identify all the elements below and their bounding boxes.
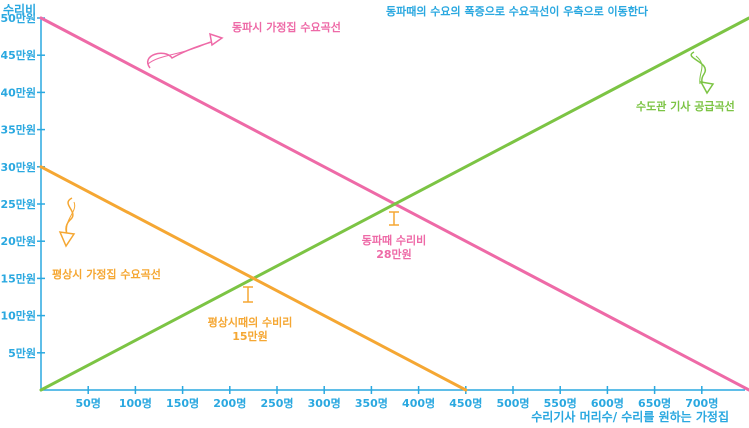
normal-demand-label: 평상시 가정집 수요곡선 <box>52 267 161 281</box>
x-tick-label: 650명 <box>638 396 671 410</box>
x-tick-label: 550명 <box>544 396 577 410</box>
x-tick-label: 700명 <box>685 396 718 410</box>
y-tick-label: 10만원 <box>0 309 36 323</box>
winter-price-line2: 28만원 <box>376 247 412 261</box>
normal-price-line1: 평상시때의 수비리 <box>208 315 293 329</box>
x-tick-label: 150명 <box>166 396 199 410</box>
normal-price-line2: 15만원 <box>232 329 268 343</box>
y-ticks: 5만원 10만원 15만원 20만원 25만원 30만원 35만원 40만원 45만원 50만원 <box>0 11 45 360</box>
y-tick-label: 35만원 <box>0 123 36 137</box>
x-tick-label: 50명 <box>75 396 100 410</box>
y-tick-label: 45만원 <box>0 48 36 62</box>
y-tick-label: 5만원 <box>8 346 36 360</box>
shift-note: 동파때의 수요의 폭증으로 수요곡선이 우측으로 이동한다 <box>386 4 649 18</box>
y-tick-label: 50만원 <box>0 11 36 25</box>
x-tick-label: 500명 <box>496 396 529 410</box>
y-tick-label: 40만원 <box>0 85 36 99</box>
winter-equilibrium-marker-icon <box>389 211 399 226</box>
x-tick-label: 450명 <box>449 396 482 410</box>
series-line-normal-demand <box>39 165 468 392</box>
series-line-supply <box>39 16 749 392</box>
winter-price-line1: 동파때 수리비 <box>362 233 427 247</box>
y-tick-label: 20만원 <box>0 234 36 248</box>
x-ticks: 50명 100명 150명 200명 250명 300명 350명 400명 450명 500명 5… <box>75 386 718 410</box>
y-tick-label: 30만원 <box>0 160 36 174</box>
winter-demand-label: 동파시 가정집 수요곡선 <box>232 20 341 34</box>
normal-demand-arrow-icon <box>58 197 76 248</box>
x-tick-label: 600명 <box>591 396 624 410</box>
x-tick-label: 300명 <box>308 396 341 410</box>
x-tick-label: 100명 <box>119 396 152 410</box>
y-tick-label: 25만원 <box>0 197 36 211</box>
x-tick-label: 250명 <box>260 396 293 410</box>
x-axis-title: 수리기사 머리수/ 수리를 원하는 가정집 <box>531 409 729 424</box>
normal-equilibrium-marker-icon <box>243 286 253 303</box>
y-tick-label: 15만원 <box>0 271 36 285</box>
supply-label: 수도관 기사 공급곡선 <box>636 99 735 113</box>
x-tick-label: 350명 <box>355 396 388 410</box>
x-tick-label: 200명 <box>213 396 246 410</box>
winter-shift-arrow-icon <box>147 32 224 69</box>
y-axis-title: 수리비 <box>3 2 36 17</box>
supply-arrow-icon <box>690 51 715 95</box>
x-tick-label: 400명 <box>402 396 435 410</box>
